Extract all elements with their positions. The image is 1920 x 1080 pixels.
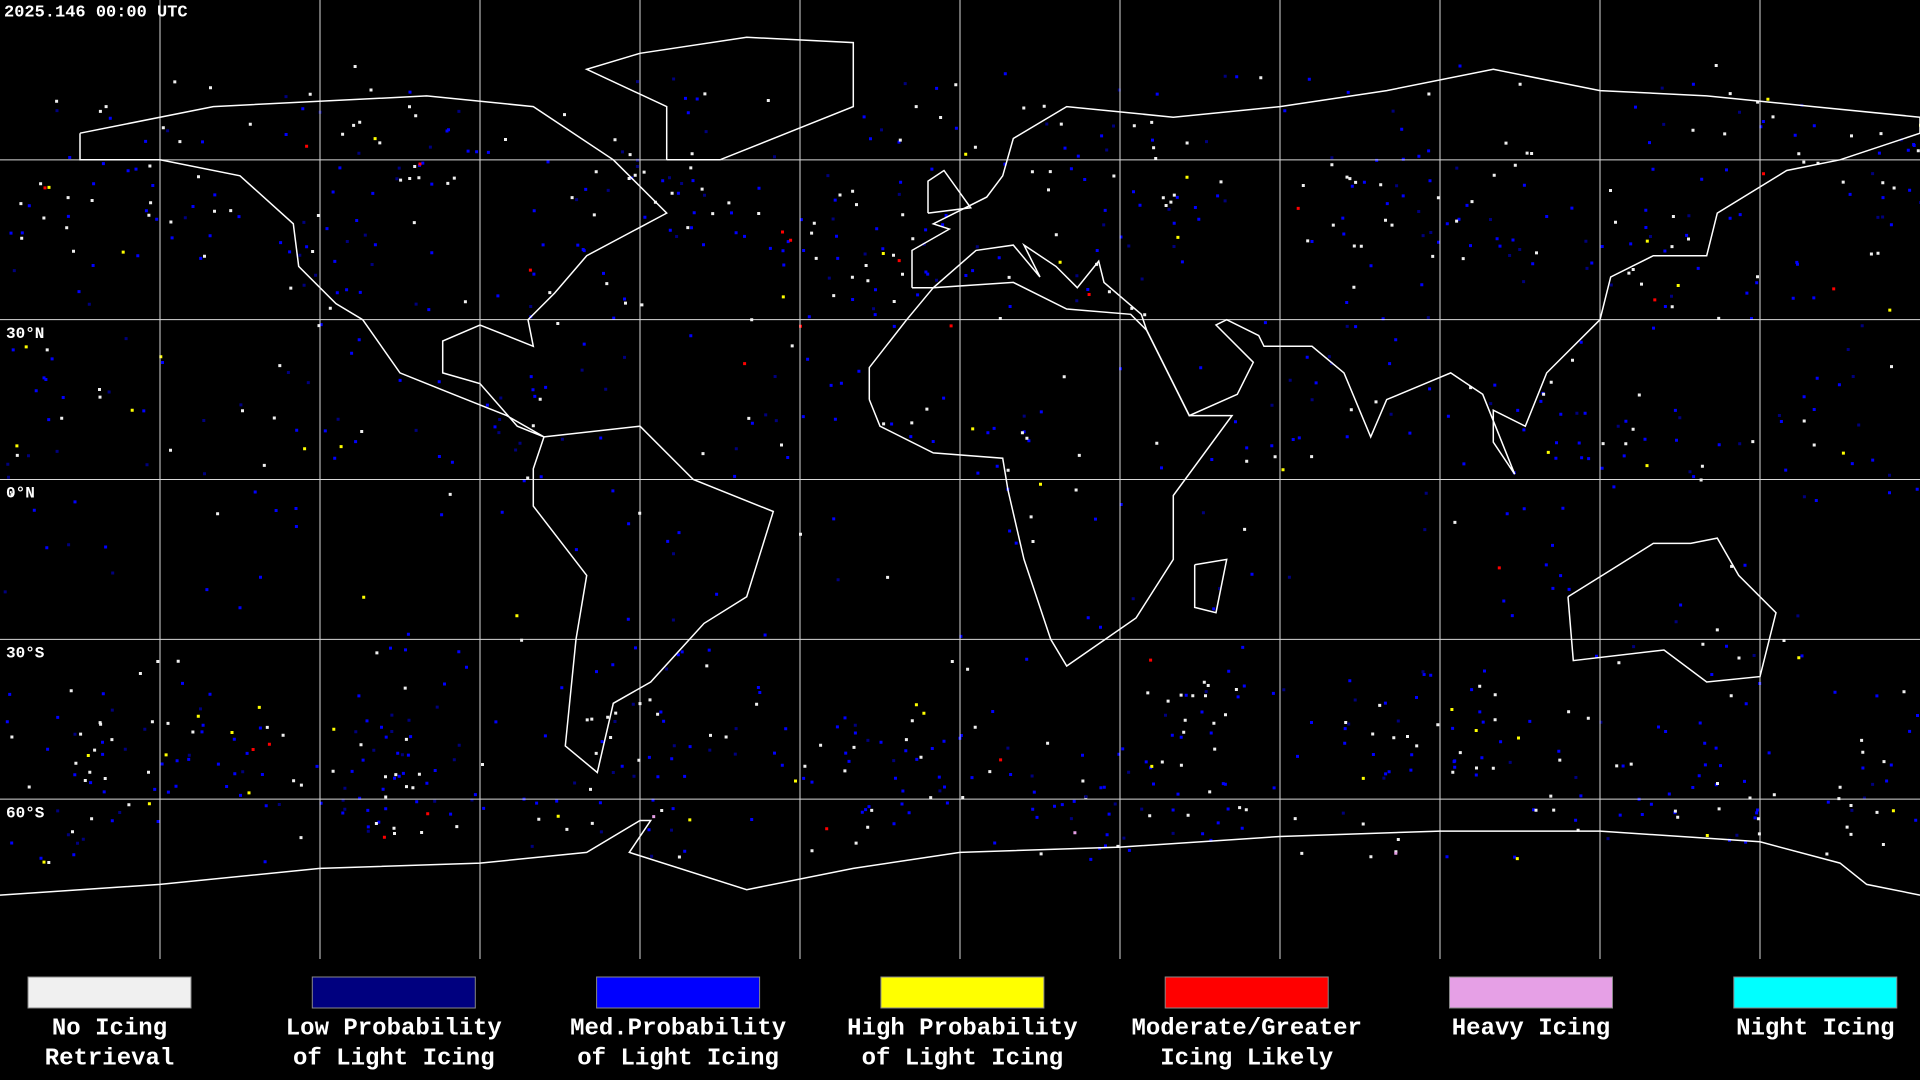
latitude-label: 30°S [6, 645, 45, 663]
coastline [532, 425, 775, 774]
legend-label: Night Icing [1736, 1015, 1894, 1042]
legend-label: High Probability [847, 1015, 1077, 1042]
coastline [1567, 537, 1777, 683]
graticule [0, 0, 1920, 959]
legend-label: Moderate/Greater [1131, 1015, 1361, 1042]
legend-swatch [1449, 976, 1613, 1009]
legend-swatch [311, 976, 476, 1009]
timestamp: 2025.146 00:00 UTC [4, 3, 188, 22]
coastline [1193, 558, 1228, 614]
legend-label: of Light Icing [862, 1045, 1064, 1072]
latitude-labels: 30°N 0°N 30°S 60°S [6, 325, 45, 823]
coastline [927, 169, 973, 214]
legend-swatch [1733, 976, 1898, 1009]
latitude-label: 0°N [6, 485, 35, 503]
latitude-label: 30°N [6, 325, 44, 343]
legend-label: Retrieval [45, 1045, 175, 1072]
legend-label: Med.Probability [570, 1015, 786, 1042]
legend-label: Low Probability [286, 1015, 502, 1042]
coastline [911, 68, 1920, 475]
legend-swatch [27, 976, 192, 1009]
legend-label: Icing Likely [1160, 1045, 1333, 1072]
legend-label: Heavy Icing [1452, 1015, 1610, 1042]
legend-label: No Icing [52, 1015, 167, 1042]
legend-label: of Light Icing [577, 1045, 779, 1072]
legend-label: of Light Icing [293, 1045, 495, 1072]
legend-swatch [880, 976, 1045, 1009]
legend-swatch [1164, 976, 1329, 1009]
latitude-label: 60°S [6, 804, 45, 822]
legend: No Icing Retrieval Low Probability of Light… [27, 976, 1898, 1072]
legend-swatch [596, 976, 761, 1009]
